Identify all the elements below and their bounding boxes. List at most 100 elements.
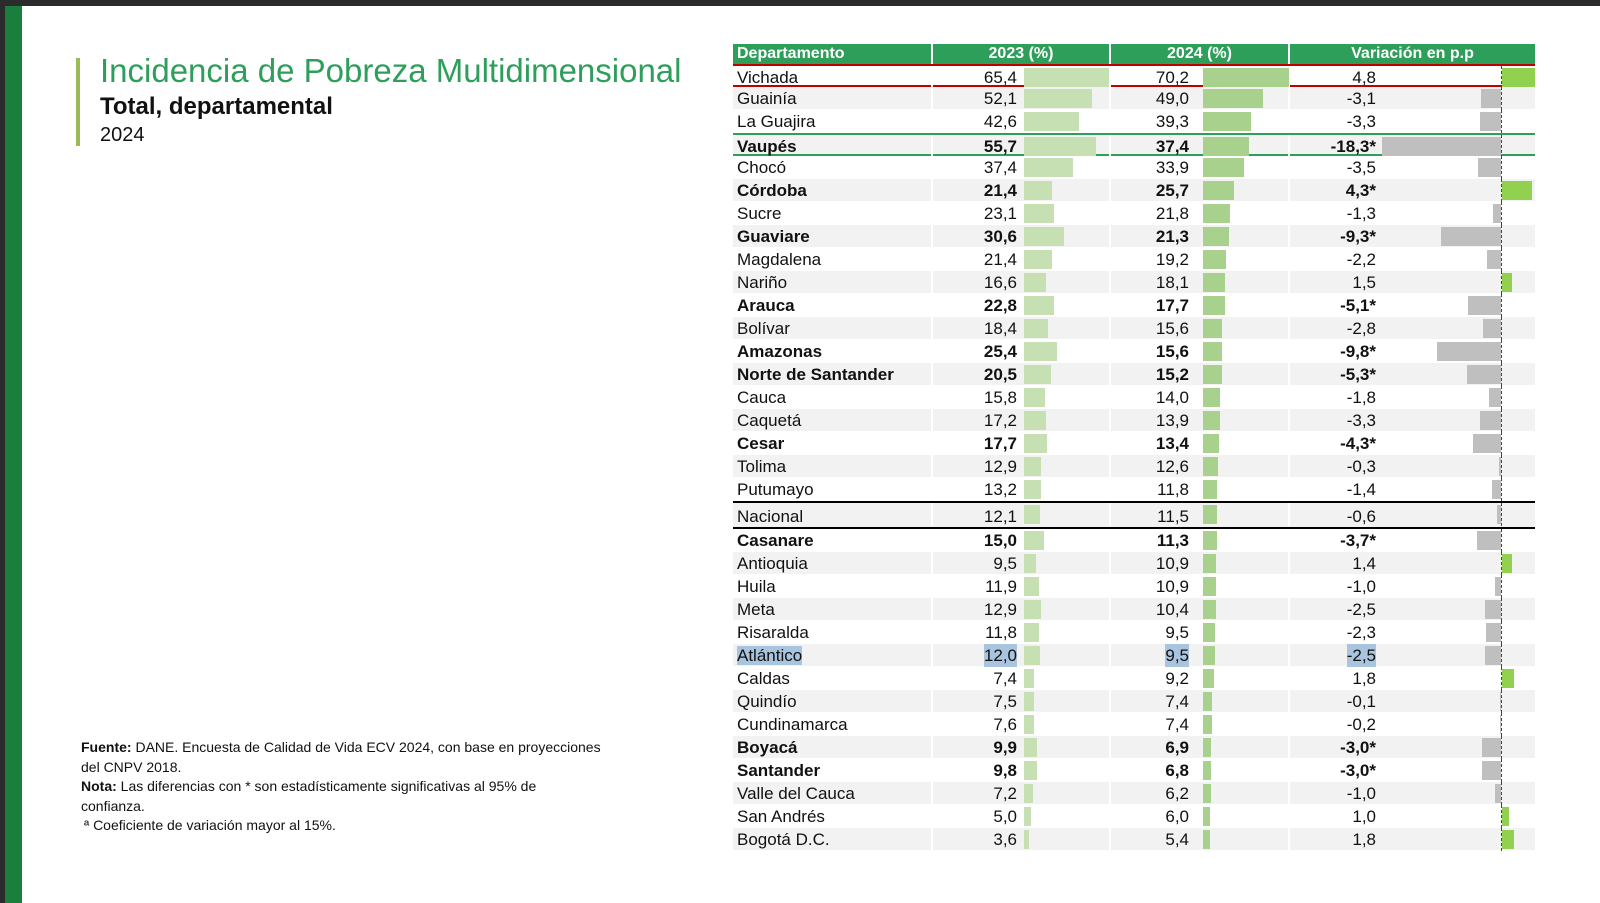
bar-2024 — [1203, 646, 1215, 665]
note-text: Las diferencias con * son estadísticamen… — [81, 778, 537, 814]
variation-bar — [1502, 669, 1515, 688]
cell-2023: 12,0 — [933, 644, 1111, 667]
department-label: Risaralda — [737, 623, 809, 642]
bar-2023 — [1024, 250, 1052, 269]
variation-bar — [1494, 784, 1501, 803]
cell-2024: 17,7 — [1111, 294, 1290, 317]
value-2024: 7,4 — [1165, 715, 1189, 734]
value-variation: 1,8 — [1352, 669, 1376, 688]
value-variation: -0,3 — [1346, 457, 1376, 476]
value-variation: -0,6 — [1346, 507, 1376, 526]
bar-2024 — [1203, 411, 1220, 430]
department-name: Córdoba — [733, 179, 933, 202]
value-2023: 9,9 — [993, 738, 1017, 757]
department-label: San Andrés — [737, 807, 825, 826]
cell-2024: 70,2 — [1111, 66, 1290, 89]
variation-bar — [1502, 181, 1532, 200]
zero-axis — [1501, 529, 1502, 552]
cell-variation: -3,3 — [1290, 409, 1535, 432]
cell-variation: -3,0* — [1290, 759, 1535, 782]
table-row: Cesar 17,7 13,4 -4,3* — [733, 432, 1535, 455]
value-2024: 10,4 — [1155, 600, 1189, 619]
cell-2023: 7,6 — [933, 713, 1111, 736]
bar-2024 — [1203, 296, 1225, 315]
value-variation: -3,0* — [1340, 761, 1376, 780]
bar-2024 — [1203, 68, 1289, 87]
variation-bar — [1466, 365, 1501, 384]
variation-bar — [1479, 112, 1501, 131]
value-2024: 13,4 — [1155, 434, 1189, 453]
zero-axis — [1501, 294, 1502, 317]
value-2024: 21,8 — [1155, 204, 1189, 223]
zero-axis — [1501, 386, 1502, 409]
cell-variation: -1,0 — [1290, 782, 1535, 805]
cell-2023: 15,0 — [933, 529, 1111, 552]
value-2024: 6,9 — [1165, 738, 1189, 757]
cell-2024: 13,9 — [1111, 409, 1290, 432]
table-header: Departamento 2023 (%) 2024 (%) Variación… — [733, 44, 1535, 64]
value-variation: -3,7* — [1340, 531, 1376, 550]
department-name: Meta — [733, 598, 933, 621]
cell-variation: -2,3 — [1290, 621, 1535, 644]
table-row: Casanare 15,0 11,3 -3,7* — [733, 529, 1535, 552]
title-accent-line — [76, 58, 80, 146]
value-variation: -1,0 — [1346, 577, 1376, 596]
zero-axis — [1501, 782, 1502, 805]
department-name: Vichada — [733, 66, 933, 89]
zero-axis — [1501, 759, 1502, 782]
bar-2023 — [1024, 342, 1058, 361]
value-2023: 25,4 — [983, 342, 1017, 361]
variation-bar — [1499, 715, 1501, 734]
value-2024: 11,8 — [1157, 480, 1189, 499]
cell-2023: 12,9 — [933, 598, 1111, 621]
zero-axis — [1501, 135, 1502, 158]
source-text: DANE. Encuesta de Calidad de Vida ECV 20… — [81, 739, 601, 775]
department-name: Caldas — [733, 667, 933, 690]
department-name: Cesar — [733, 432, 933, 455]
department-label: Amazonas — [737, 342, 823, 361]
value-2023: 12,9 — [983, 457, 1017, 476]
cell-2024: 11,3 — [1111, 529, 1290, 552]
table-row: Bolívar 18,4 15,6 -2,8 — [733, 317, 1535, 340]
value-variation: -2,3 — [1346, 623, 1376, 642]
department-label: Nacional — [737, 507, 804, 526]
value-2023: 9,8 — [993, 761, 1017, 780]
cell-2023: 12,9 — [933, 455, 1111, 478]
cell-2023: 11,8 — [933, 621, 1111, 644]
department-label: Nariño — [737, 273, 788, 292]
bar-2024 — [1203, 600, 1216, 619]
value-2023: 9,5 — [993, 554, 1017, 573]
department-name: Boyacá — [733, 736, 933, 759]
variation-bar — [1502, 273, 1513, 292]
variation-bar — [1484, 600, 1501, 619]
department-label: Cundinamarca — [737, 715, 848, 734]
table-row: Valle del Cauca 7,2 6,2 -1,0 — [733, 782, 1535, 805]
zero-axis — [1501, 552, 1502, 575]
value-2023: 20,5 — [983, 365, 1017, 384]
table-row: Nariño 16,6 18,1 1,5 — [733, 271, 1535, 294]
zero-axis — [1501, 110, 1502, 133]
department-label: Boyacá — [737, 738, 798, 757]
value-2023: 5,0 — [993, 807, 1017, 826]
bar-2024 — [1203, 388, 1221, 407]
table-row: Magdalena 21,4 19,2 -2,2 — [733, 248, 1535, 271]
department-label: Tolima — [737, 457, 787, 476]
value-2023: 11,8 — [985, 623, 1017, 642]
cell-2023: 15,8 — [933, 386, 1111, 409]
cell-2024: 14,0 — [1111, 386, 1290, 409]
cell-2023: 11,9 — [933, 575, 1111, 598]
bar-2024 — [1203, 89, 1263, 108]
bar-2024 — [1203, 204, 1230, 223]
value-variation: -1,0 — [1346, 784, 1376, 803]
value-2024: 15,2 — [1155, 365, 1189, 384]
cell-2024: 6,0 — [1111, 805, 1290, 828]
cell-variation: -1,0 — [1290, 575, 1535, 598]
department-name: Arauca — [733, 294, 933, 317]
department-label: Vaupés — [737, 137, 797, 156]
cell-variation: -4,3* — [1290, 432, 1535, 455]
table-row: Chocó 37,4 33,9 -3,5 — [733, 156, 1535, 179]
variation-bar — [1500, 692, 1501, 711]
cell-variation: -5,3* — [1290, 363, 1535, 386]
department-name: Norte de Santander — [733, 363, 933, 386]
cell-2023: 37,4 — [933, 156, 1111, 179]
